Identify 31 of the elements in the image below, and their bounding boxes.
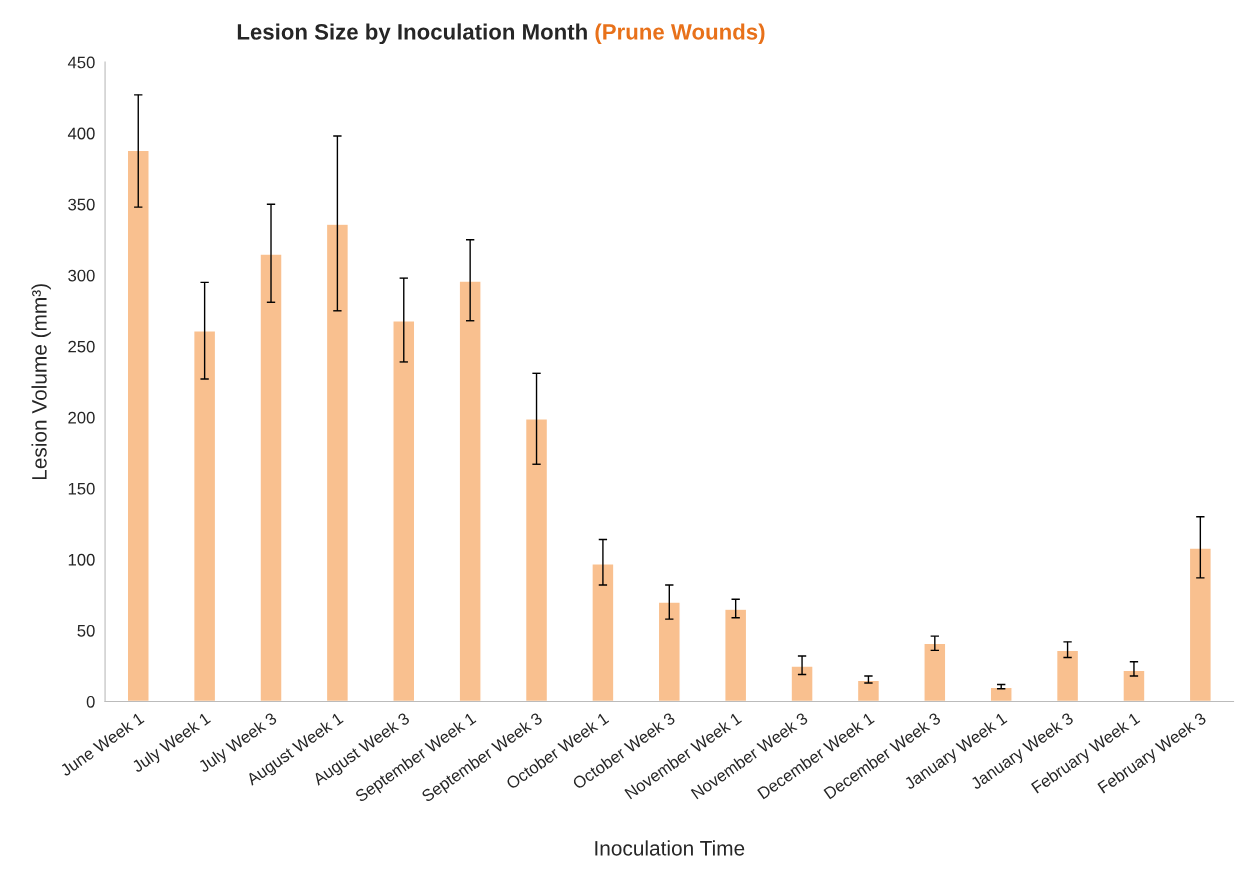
bar: [856, 679, 881, 702]
bar: [458, 280, 482, 702]
bar: [524, 418, 549, 702]
y-tick-label: 200: [68, 411, 95, 424]
chart-subtitle: (Prune Wounds): [595, 23, 765, 45]
x-axis-title: Inoculation Time: [595, 840, 745, 856]
y-tick-label: 250: [68, 340, 95, 353]
bar: [1188, 547, 1212, 702]
bar: [657, 601, 681, 702]
y-tick-label: 450: [67, 56, 95, 69]
bar: [790, 665, 814, 702]
bar: [591, 563, 615, 702]
bar: [325, 223, 350, 702]
y-tick-label: 0: [86, 695, 95, 708]
bar: [392, 320, 416, 702]
y-tick-label: 100: [68, 553, 95, 566]
bar: [1122, 669, 1146, 702]
y-tick-label: 300: [68, 269, 95, 282]
bar: [192, 329, 217, 702]
y-tick-label: 350: [68, 198, 95, 211]
bar: [1055, 649, 1080, 702]
bar: [126, 149, 150, 702]
bar: [923, 642, 947, 702]
y-tick-label: 50: [77, 624, 95, 637]
y-axis-title: Lesion Volume (mm³): [31, 284, 51, 480]
bar: [259, 253, 283, 702]
bar: [724, 608, 748, 702]
bar: [989, 686, 1013, 702]
y-tick-label: 150: [68, 482, 95, 495]
y-tick-label: 400: [67, 127, 95, 140]
chart-title: Lesion Size by Inoculation Month: [237, 23, 587, 45]
